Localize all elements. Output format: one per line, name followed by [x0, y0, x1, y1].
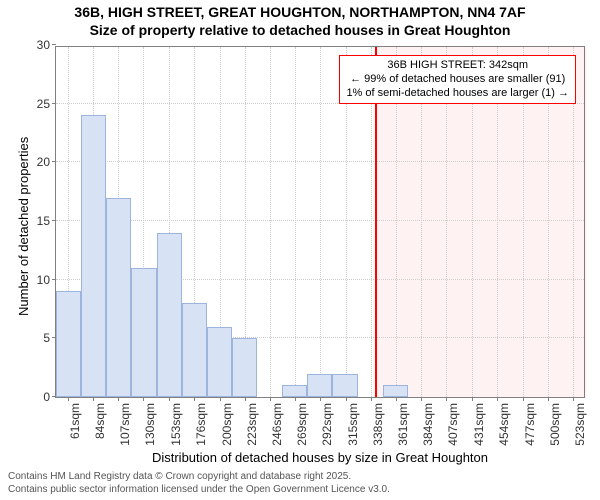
x-tick-label: 431sqm	[472, 403, 486, 446]
y-tick-mark	[52, 396, 56, 397]
x-tick-mark	[220, 397, 221, 401]
bar	[207, 327, 232, 397]
x-tick-mark	[169, 397, 170, 401]
x-tick-label: 407sqm	[446, 403, 460, 446]
chart-title: 36B, HIGH STREET, GREAT HOUGHTON, NORTHA…	[0, 4, 600, 21]
callout-box: 36B HIGH STREET: 342sqm ← 99% of detache…	[339, 55, 576, 104]
bar	[157, 233, 182, 397]
y-tick-mark	[52, 220, 56, 221]
bar	[307, 374, 332, 397]
x-tick-label: 130sqm	[143, 403, 157, 446]
y-tick-mark	[52, 103, 56, 104]
x-tick-label: 523sqm	[573, 403, 587, 446]
callout-line-1: 36B HIGH STREET: 342sqm	[346, 59, 569, 73]
y-tick-mark	[52, 44, 56, 45]
y-tick-label: 0	[43, 390, 56, 404]
x-tick-mark	[472, 397, 473, 401]
bar	[332, 374, 357, 397]
x-tick-label: 361sqm	[396, 403, 410, 446]
bar	[106, 198, 131, 397]
x-tick-mark	[270, 397, 271, 401]
x-tick-mark	[346, 397, 347, 401]
x-tick-mark	[68, 397, 69, 401]
grid-line-v	[270, 47, 271, 397]
x-tick-mark	[573, 397, 574, 401]
y-tick-label: 15	[37, 214, 56, 228]
y-tick-label: 5	[43, 331, 56, 345]
x-tick-label: 223sqm	[245, 403, 259, 446]
x-tick-label: 315sqm	[346, 403, 360, 446]
x-tick-label: 500sqm	[548, 403, 562, 446]
attribution: Contains HM Land Registry data © Crown c…	[0, 471, 600, 496]
chart-container: 36B, HIGH STREET, GREAT HOUGHTON, NORTHA…	[0, 0, 600, 500]
x-tick-label: 384sqm	[421, 403, 435, 446]
bar	[182, 303, 207, 397]
x-tick-mark	[497, 397, 498, 401]
x-tick-mark	[143, 397, 144, 401]
y-tick-mark	[52, 161, 56, 162]
x-axis-label: Distribution of detached houses by size …	[55, 450, 585, 465]
x-tick-mark	[446, 397, 447, 401]
x-tick-label: 61sqm	[68, 403, 82, 439]
x-tick-mark	[93, 397, 94, 401]
y-tick-label: 20	[37, 155, 56, 169]
callout-line-2: ← 99% of detached houses are smaller (91…	[346, 73, 569, 87]
x-tick-mark	[371, 397, 372, 401]
chart-subtitle: Size of property relative to detached ho…	[0, 22, 600, 38]
grid-line-v	[320, 47, 321, 397]
bar	[131, 268, 156, 397]
x-tick-label: 107sqm	[118, 403, 132, 446]
x-tick-label: 292sqm	[320, 403, 334, 446]
x-tick-label: 176sqm	[194, 403, 208, 446]
x-tick-mark	[523, 397, 524, 401]
x-tick-mark	[118, 397, 119, 401]
x-tick-label: 269sqm	[295, 403, 309, 446]
x-tick-mark	[320, 397, 321, 401]
y-axis-label: Number of detached properties	[16, 137, 31, 316]
callout-line-3: 1% of semi-detached houses are larger (1…	[346, 87, 569, 101]
y-tick-mark	[52, 279, 56, 280]
x-tick-label: 338sqm	[371, 403, 385, 446]
y-tick-label: 30	[37, 38, 56, 52]
x-tick-label: 200sqm	[220, 403, 234, 446]
bar	[232, 338, 257, 397]
bar	[282, 385, 307, 397]
attribution-line-2: Contains public sector information licen…	[8, 484, 600, 497]
x-tick-mark	[548, 397, 549, 401]
y-tick-label: 25	[37, 97, 56, 111]
y-tick-label: 10	[37, 273, 56, 287]
grid-line-v	[295, 47, 296, 397]
bar	[81, 115, 106, 397]
x-tick-mark	[295, 397, 296, 401]
x-tick-label: 84sqm	[93, 403, 107, 439]
bar	[56, 291, 81, 397]
x-tick-mark	[194, 397, 195, 401]
x-tick-label: 477sqm	[523, 403, 537, 446]
attribution-line-1: Contains HM Land Registry data © Crown c…	[8, 471, 600, 484]
x-tick-label: 246sqm	[270, 403, 284, 446]
plot-area: 051015202530 61sqm84sqm107sqm130sqm153sq…	[55, 46, 585, 398]
x-tick-label: 454sqm	[497, 403, 511, 446]
x-tick-label: 153sqm	[169, 403, 183, 446]
x-tick-mark	[245, 397, 246, 401]
y-tick-mark	[52, 337, 56, 338]
x-tick-mark	[421, 397, 422, 401]
bar	[383, 385, 408, 397]
x-tick-mark	[396, 397, 397, 401]
